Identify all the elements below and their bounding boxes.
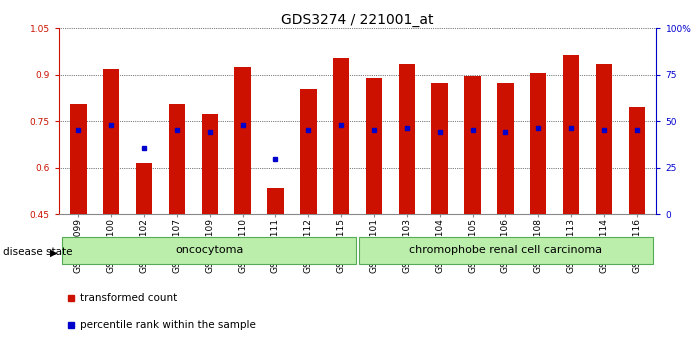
Bar [563, 55, 579, 214]
Bar [267, 188, 284, 214]
Bar [333, 58, 350, 214]
Title: GDS3274 / 221001_at: GDS3274 / 221001_at [281, 13, 434, 27]
Text: ▶: ▶ [50, 247, 58, 257]
Bar [366, 78, 382, 214]
Bar [62, 237, 357, 264]
Bar [399, 64, 415, 214]
Bar [596, 64, 612, 214]
Bar [530, 73, 547, 214]
Bar [202, 114, 218, 214]
Bar [431, 82, 448, 214]
Text: disease state: disease state [3, 247, 73, 257]
Bar [234, 67, 251, 214]
Text: oncocytoma: oncocytoma [175, 245, 243, 256]
Bar [497, 82, 513, 214]
Bar [359, 237, 653, 264]
Bar [169, 104, 185, 214]
Text: chromophobe renal cell carcinoma: chromophobe renal cell carcinoma [410, 245, 603, 256]
Bar [464, 76, 481, 214]
Text: transformed count: transformed count [79, 293, 177, 303]
Bar [136, 163, 152, 214]
Bar [70, 104, 86, 214]
Bar [629, 107, 645, 214]
Bar [300, 89, 316, 214]
Text: percentile rank within the sample: percentile rank within the sample [79, 320, 256, 330]
Bar [103, 69, 120, 214]
